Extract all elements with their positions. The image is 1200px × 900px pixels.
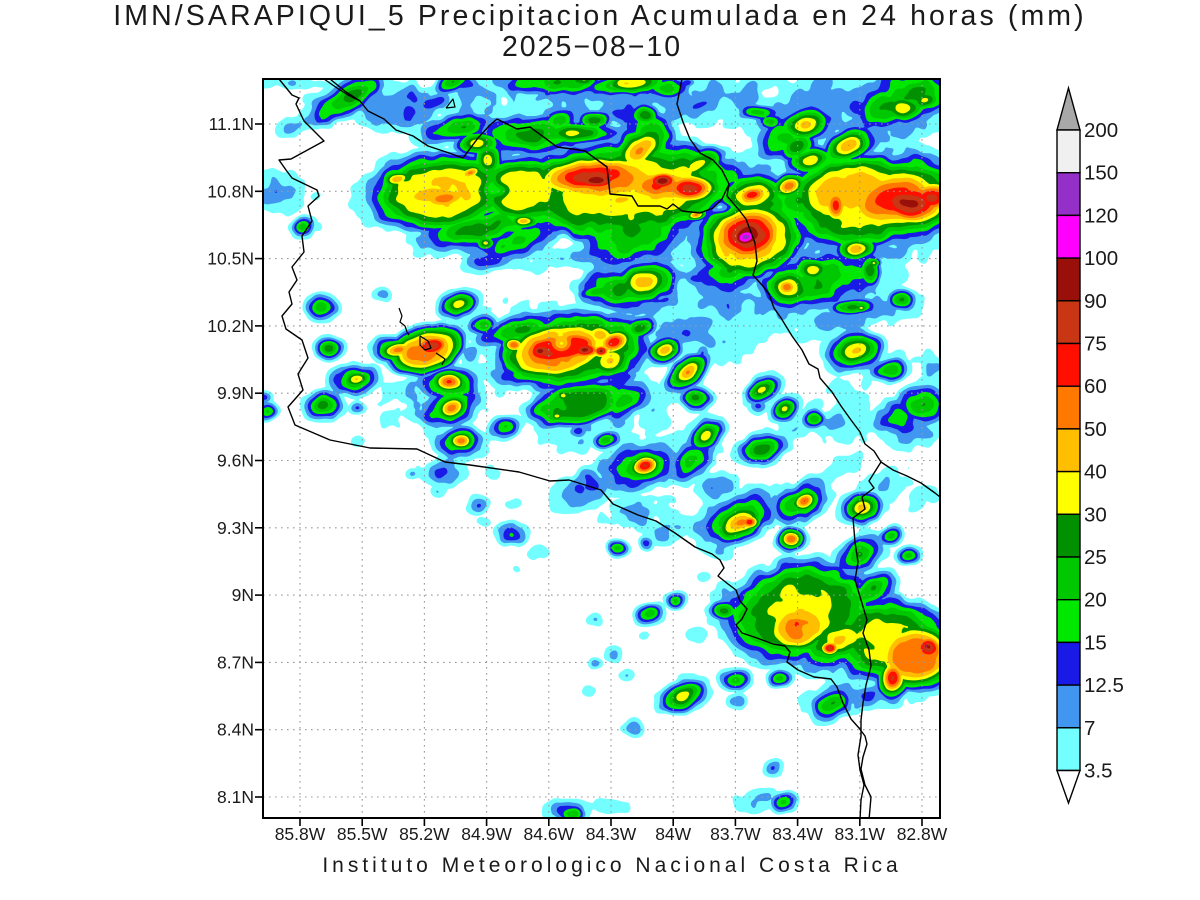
svg-text:8.7N: 8.7N [217, 652, 254, 672]
svg-text:90: 90 [1084, 290, 1107, 313]
svg-text:7: 7 [1084, 717, 1095, 740]
svg-text:10.8N: 10.8N [207, 181, 254, 201]
svg-text:75: 75 [1084, 333, 1107, 356]
svg-text:20: 20 [1084, 589, 1107, 612]
svg-text:15: 15 [1084, 631, 1107, 654]
svg-text:9.9N: 9.9N [217, 383, 254, 403]
svg-text:200: 200 [1084, 119, 1118, 142]
svg-text:85.8W: 85.8W [275, 824, 326, 844]
svg-text:12.5: 12.5 [1084, 674, 1124, 697]
svg-text:11.1N: 11.1N [209, 114, 254, 134]
svg-text:83.1W: 83.1W [835, 824, 886, 844]
svg-text:30: 30 [1084, 503, 1107, 526]
svg-text:10.5N: 10.5N [207, 249, 254, 269]
svg-text:84.9W: 84.9W [461, 824, 512, 844]
svg-text:2025−08−10: 2025−08−10 [502, 31, 682, 63]
svg-text:84W: 84W [655, 824, 691, 844]
svg-text:Instituto Meteorologico Nacion: Instituto Meteorologico Nacional Costa R… [322, 854, 901, 877]
svg-text:150: 150 [1084, 162, 1118, 185]
svg-text:IMN/SARAPIQUI_5 Precipitacion: IMN/SARAPIQUI_5 Precipitacion Acumulada … [113, 0, 1087, 32]
svg-text:84.3W: 84.3W [586, 824, 637, 844]
svg-text:120: 120 [1084, 204, 1118, 227]
svg-text:9.3N: 9.3N [217, 518, 254, 538]
svg-text:85.5W: 85.5W [337, 824, 388, 844]
svg-text:84.6W: 84.6W [524, 824, 575, 844]
svg-text:40: 40 [1084, 461, 1107, 484]
svg-text:9N: 9N [232, 585, 254, 605]
svg-text:83.4W: 83.4W [772, 824, 823, 844]
svg-text:82.8W: 82.8W [897, 824, 948, 844]
svg-text:10.2N: 10.2N [207, 316, 254, 336]
svg-text:83.7W: 83.7W [710, 824, 761, 844]
svg-text:85.2W: 85.2W [399, 824, 450, 844]
svg-text:100: 100 [1084, 247, 1118, 270]
svg-text:60: 60 [1084, 375, 1107, 398]
svg-text:8.1N: 8.1N [217, 787, 254, 807]
svg-text:9.6N: 9.6N [217, 451, 254, 471]
svg-text:50: 50 [1084, 418, 1107, 441]
svg-text:3.5: 3.5 [1084, 760, 1113, 783]
svg-text:25: 25 [1084, 546, 1107, 569]
svg-text:8.4N: 8.4N [217, 720, 254, 740]
